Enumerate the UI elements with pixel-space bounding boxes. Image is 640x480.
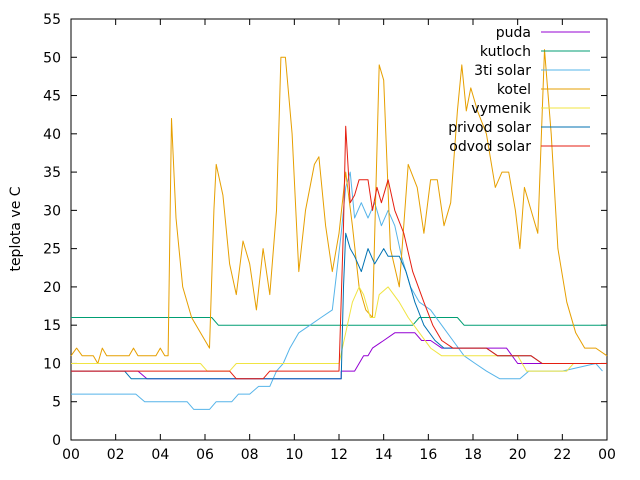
- legend-label: 3ti solar: [474, 63, 531, 79]
- series-line-kotel: [70, 49, 608, 364]
- legend-label: puda: [496, 25, 531, 41]
- x-tick-label: 04: [151, 447, 169, 463]
- legend-label: odvod solar: [449, 139, 531, 155]
- y-tick-label: 25: [43, 242, 61, 258]
- x-axis: 00 02 04 06 08 10 12 14 16 18 20 22 00: [62, 19, 616, 463]
- y-tick-label: 55: [43, 12, 61, 28]
- y-axis: 0 5 10 15 20 25 30 35 40 45 50 55: [43, 12, 607, 449]
- legend-label: kotel: [497, 82, 531, 98]
- series-line-kutloch: [71, 317, 607, 326]
- x-tick-label: 06: [196, 447, 214, 463]
- y-tick-label: 30: [43, 203, 61, 219]
- x-tick-label: 22: [553, 447, 571, 463]
- series-layer: [70, 49, 608, 410]
- x-tick-label: 00: [62, 447, 80, 463]
- series-line-odvod-solar: [71, 125, 607, 380]
- x-tick-label: 18: [464, 447, 482, 463]
- x-tick-label: 10: [285, 447, 303, 463]
- x-tick-label: 12: [330, 447, 348, 463]
- x-tick-label: 16: [419, 447, 437, 463]
- y-tick-label: 15: [43, 318, 61, 334]
- y-tick-label: 35: [43, 165, 61, 181]
- legend-label: kutloch: [480, 44, 531, 60]
- legend-label: vymenik: [471, 101, 532, 117]
- y-tick-label: 45: [43, 89, 61, 105]
- y-tick-label: 10: [43, 356, 61, 372]
- y-tick-label: 20: [43, 280, 61, 296]
- y-tick-label: 5: [52, 395, 61, 411]
- x-tick-label: 02: [107, 447, 125, 463]
- y-axis-label: teplota ve C: [8, 186, 24, 271]
- series-line-3ti-solar: [71, 171, 603, 410]
- x-tick-label: 00: [598, 447, 616, 463]
- y-tick-label: 0: [52, 433, 61, 449]
- legend-label: privod solar: [448, 120, 531, 136]
- y-tick-label: 40: [43, 127, 61, 143]
- legend: puda kutloch 3ti solar kotel vymenik privod s…: [448, 25, 590, 155]
- x-tick-label: 20: [509, 447, 527, 463]
- y-tick-label: 50: [43, 50, 61, 66]
- x-tick-label: 08: [241, 447, 259, 463]
- x-tick-label: 14: [375, 447, 393, 463]
